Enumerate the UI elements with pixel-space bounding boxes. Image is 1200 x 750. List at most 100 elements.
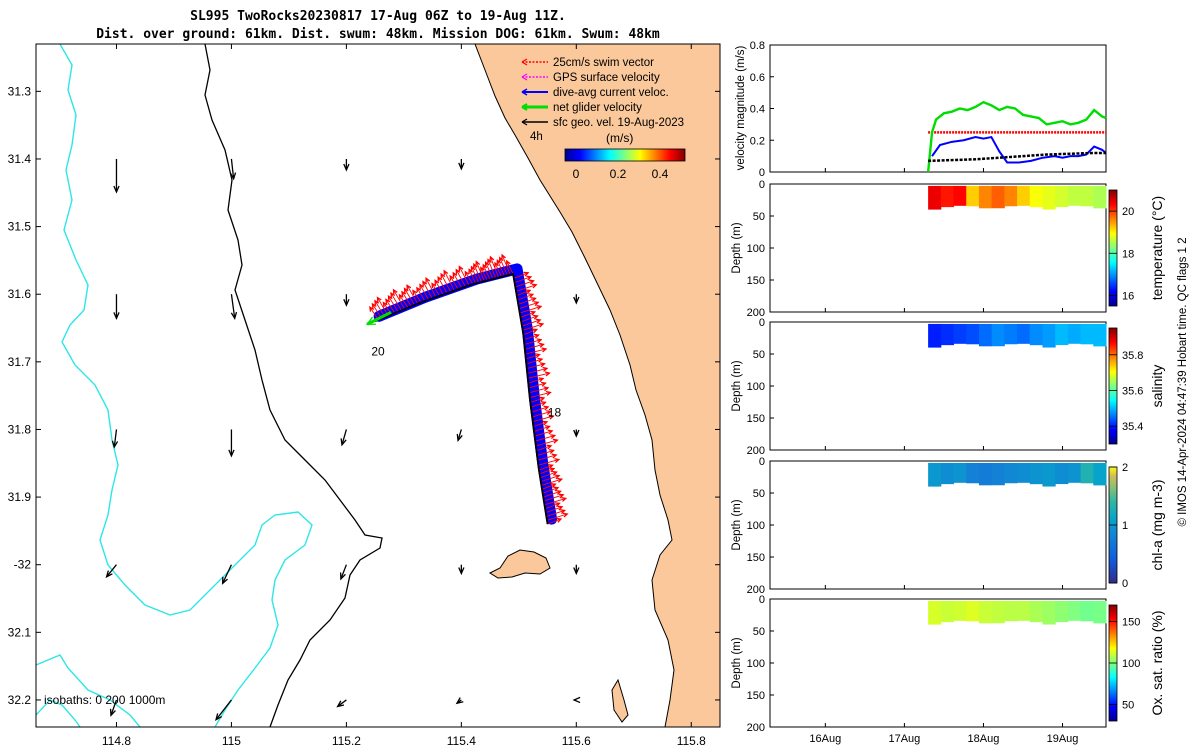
swim-vector xyxy=(519,305,542,314)
swim-vector-head xyxy=(556,517,563,523)
section-ylabel: Depth (m) xyxy=(731,222,743,273)
map-x-tick-label: 115 xyxy=(222,734,241,748)
swim-vector xyxy=(524,339,542,345)
velocity-panel: 0 0.2 0.4 0.6 0.8 velocity magnitude (m/s) xyxy=(735,40,1107,179)
map-frame xyxy=(35,43,721,728)
sfc-geo-vector xyxy=(340,564,347,580)
swim-vector-head xyxy=(535,318,542,324)
swim-vector xyxy=(529,387,549,394)
swim-vector-head xyxy=(472,262,478,269)
swim-vector-head xyxy=(550,483,557,488)
section-cell xyxy=(1080,323,1094,345)
section-cell xyxy=(1017,600,1031,621)
swim-vector-head xyxy=(523,271,530,277)
section-y-tick-label: 100 xyxy=(747,520,765,532)
swim-vector xyxy=(452,272,463,289)
swim-vector xyxy=(393,289,406,310)
section-cell xyxy=(940,462,955,485)
section-colorbar-label: salinity xyxy=(1149,365,1165,408)
swim-vector xyxy=(513,272,529,279)
section-cell xyxy=(978,600,993,624)
section-cell xyxy=(991,185,1005,209)
section-cell xyxy=(953,323,967,344)
section-cell xyxy=(966,323,980,345)
map-y-tick-label: 31.3 xyxy=(8,84,32,98)
swim-vector xyxy=(536,449,554,456)
velocity-ylabel: velocity magnitude (m/s) xyxy=(735,46,747,171)
section-panel-temperature-section: 0 50 100 150 200 Depth (m) 16 18 20 temperature (… xyxy=(731,179,1165,319)
swim-vector-head xyxy=(487,258,492,265)
section-y-tick-label: 50 xyxy=(753,349,765,361)
section-colorbar-tick-label: 50 xyxy=(1122,699,1134,711)
swim-vector-head xyxy=(443,269,449,276)
map-x-tick-label: 115.6 xyxy=(562,734,591,748)
swim-vector-head xyxy=(398,293,404,300)
section-cell xyxy=(953,185,967,206)
section-cell xyxy=(978,323,993,347)
section-ylabel: Depth (m) xyxy=(731,499,743,550)
section-cell xyxy=(1055,462,1069,485)
section-y-tick-label: 150 xyxy=(747,690,765,702)
section-cell xyxy=(966,462,980,484)
glider-track-line xyxy=(374,272,549,525)
swim-vector xyxy=(532,415,554,423)
section-cell xyxy=(1004,462,1018,484)
swim-vector xyxy=(412,290,422,303)
section-cell xyxy=(1080,462,1094,484)
swim-vector-head xyxy=(464,270,470,277)
section-cell xyxy=(1093,600,1107,624)
swim-vector xyxy=(399,294,409,308)
section-y-tick-label: 100 xyxy=(747,381,765,393)
sfc-geo-vector xyxy=(457,429,462,441)
legend-label-net: net glider velocity xyxy=(553,102,642,114)
swim-vector xyxy=(547,518,562,525)
sfc-geo-arrowhead xyxy=(573,429,580,438)
sfc-geo-arrowhead xyxy=(221,576,228,585)
swim-vector-head xyxy=(385,298,391,305)
section-colorbar-tick-label: 0 xyxy=(1122,578,1128,590)
swim-vector-head xyxy=(544,425,551,430)
swim-vector-head xyxy=(538,342,545,348)
glider-track xyxy=(365,253,569,525)
swim-vector xyxy=(494,262,502,278)
velocity-y-tick-label: 0.8 xyxy=(750,40,765,52)
swim-vector-head xyxy=(548,414,555,420)
sfc-geo-arrowhead xyxy=(343,163,350,172)
section-cell xyxy=(1055,185,1069,208)
section-cell xyxy=(1029,185,1043,208)
section-y-tick-label: 200 xyxy=(747,445,765,457)
swim-vector xyxy=(524,343,544,350)
legend-colorbar xyxy=(564,148,686,162)
sfc-geo-vector xyxy=(230,158,235,179)
swim-vector xyxy=(522,323,544,331)
swim-vector xyxy=(544,497,566,506)
net-glider-arrowhead xyxy=(365,316,377,325)
swim-vector-head xyxy=(554,502,561,508)
legend-arrow-icon xyxy=(521,73,528,81)
swim-vector xyxy=(532,411,551,418)
section-y-tick-label: 50 xyxy=(753,211,765,223)
legend-arrow-icon xyxy=(521,103,528,111)
swim-vector xyxy=(515,280,534,288)
swim-vector-head xyxy=(526,275,533,281)
section-cell xyxy=(1017,185,1031,206)
section-y-tick-label: 200 xyxy=(747,722,765,734)
swim-vector-head xyxy=(387,295,393,301)
map-axes: 114.8 115 115.2 115.4 115.6 115.8 31.3 31.4 31.5… xyxy=(8,44,720,748)
sfc-geo-vectors xyxy=(105,158,581,722)
swim-vector-head xyxy=(401,290,407,297)
section-colorbar-tick-label: 16 xyxy=(1122,290,1134,302)
swim-vector-head xyxy=(543,386,550,392)
section-ylabel: Depth (m) xyxy=(731,637,743,688)
section-cell xyxy=(928,600,942,625)
swim-vector-head xyxy=(557,477,564,483)
section-cell xyxy=(1067,185,1082,206)
time-tick-label: 19Aug xyxy=(1047,733,1079,745)
sfc-geo-arrowhead xyxy=(229,172,237,181)
swim-vector-head xyxy=(547,464,554,469)
swim-vector xyxy=(530,397,545,403)
legend-label-gps: GPS surface velocity xyxy=(553,72,660,84)
swim-vector xyxy=(455,269,466,287)
section-cell xyxy=(991,323,1005,347)
